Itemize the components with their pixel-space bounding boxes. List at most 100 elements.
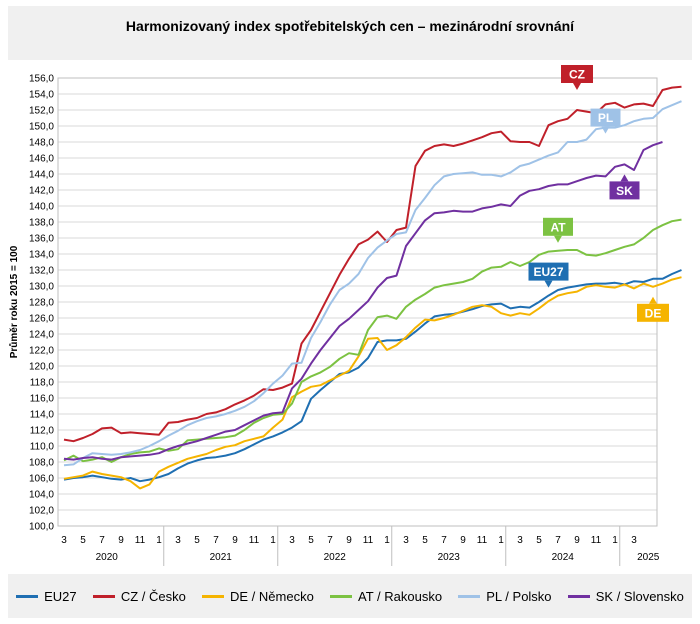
y-tick-label: 130,0: [29, 282, 54, 293]
x-tick-label: 9: [574, 535, 580, 546]
x-tick-label: 1: [156, 535, 162, 546]
y-tick-label: 146,0: [29, 154, 54, 165]
y-tick-label: 156,0: [29, 74, 54, 85]
line-chart: 100,0 102,0 104,0 106,0 108,0 110,0 112,0 114,0…: [8, 65, 682, 566]
x-tick-label: 9: [118, 535, 124, 546]
callout-label: AT: [550, 220, 566, 234]
legend-item-de: DE / Německo: [202, 589, 314, 604]
x-tick-label: 1: [270, 535, 276, 546]
y-tick-label: 142,0: [29, 186, 54, 197]
chart-title: Harmonizovaný index spotřebitelských cen…: [125, 18, 575, 34]
x-tick-label: 7: [213, 535, 219, 546]
callout-pointer: [554, 235, 562, 243]
callout-label: SK: [616, 184, 633, 198]
callout-label: DE: [645, 306, 662, 320]
y-tick-label: 100,0: [29, 522, 54, 533]
legend-item-pl: PL / Polsko: [458, 588, 552, 604]
legend-swatch: [16, 594, 39, 598]
x-tick-label: 3: [175, 535, 181, 546]
x-year-label: 2021: [210, 552, 233, 563]
series-line-0: [63, 269, 682, 483]
legend-swatch: [458, 594, 481, 598]
series-line-2: [63, 276, 682, 490]
legend-label: AT / Rakousko: [358, 588, 443, 604]
series-line-3: [63, 218, 682, 463]
x-tick-label: 11: [249, 535, 260, 546]
y-tick-label: 126,0: [29, 314, 54, 325]
chart-legend: EU27 CZ / Česko DE / Německo AT / Rakous…: [8, 574, 692, 618]
callout-box: [561, 65, 593, 83]
y-tick-label: 122,0: [29, 346, 54, 357]
callout-pointer: [620, 174, 629, 182]
x-tick-label: 3: [289, 535, 295, 546]
x-tick-label: 9: [460, 535, 466, 546]
callout-label: EU27: [533, 265, 563, 279]
y-tick-label: 106,0: [29, 474, 54, 485]
x-tick-label: 7: [555, 535, 561, 546]
x-tick-label: 7: [327, 535, 333, 546]
y-tick-label: 112,0: [30, 426, 55, 437]
x-tick-label: 11: [363, 535, 374, 546]
x-tick-label: 3: [631, 535, 637, 546]
legend-swatch: [202, 594, 225, 598]
x-tick-label: 7: [441, 535, 447, 546]
x-tick-label: 5: [194, 535, 200, 546]
y-tick-label: 150,0: [29, 122, 54, 133]
x-year-label: 2023: [438, 552, 461, 563]
x-tick-label: 1: [612, 535, 618, 546]
y-tick-label: 114,0: [30, 410, 55, 421]
legend-item-sk: SK / Slovensko: [567, 589, 684, 604]
y-tick-label: 152,0: [29, 106, 54, 117]
x-tick-label: 9: [232, 535, 238, 546]
y-tick-label: 124,0: [29, 330, 54, 341]
y-tick-label: 140,0: [29, 202, 54, 213]
y-tick-label: 134,0: [29, 250, 54, 261]
callout-label: CZ: [569, 68, 585, 82]
callout-box: [528, 262, 569, 281]
x-tick-label: 3: [403, 535, 409, 546]
y-tick-label: 138,0: [29, 218, 54, 229]
x-tick-label: 3: [517, 535, 523, 546]
x-tick-label: 3: [61, 535, 67, 546]
x-tick-label: 5: [536, 535, 542, 546]
x-year-label: 2024: [552, 552, 575, 563]
callout-pointer: [601, 126, 610, 134]
callout-box: [543, 217, 573, 236]
x-tick-label: 5: [80, 535, 86, 546]
y-tick-label: 110,0: [30, 442, 55, 453]
y-tick-label: 118,0: [30, 378, 55, 389]
y-axis-label: Průměr roku 2015 = 100: [8, 245, 20, 358]
series-line-5: [63, 141, 663, 461]
callout-box: [609, 181, 640, 200]
series-line-4: [63, 100, 682, 467]
x-tick-label: 1: [498, 535, 504, 546]
callout-box: [637, 303, 669, 322]
legend-label: PL / Polsko: [486, 588, 552, 604]
plot-frame: [57, 77, 658, 527]
x-tick-label: 5: [308, 535, 314, 546]
x-tick-label: 7: [99, 535, 105, 546]
callout-pointer: [544, 280, 553, 288]
y-tick-label: 128,0: [29, 298, 54, 309]
x-year-label: 2025: [637, 552, 660, 563]
legend-label: CZ / Česko: [120, 588, 186, 604]
x-tick-label: 11: [477, 535, 488, 546]
callout-box: [590, 108, 621, 127]
title-box: Harmonizovaný index spotřebitelských cen…: [8, 6, 692, 60]
x-tick-label: 9: [346, 535, 352, 546]
y-tick-label: 132,0: [29, 266, 54, 277]
x-year-label: 2020: [96, 552, 119, 563]
y-tick-label: 116,0: [30, 394, 55, 405]
x-tick-label: 11: [591, 535, 602, 546]
x-year-label: 2022: [324, 552, 347, 563]
y-tick-label: 148,0: [29, 138, 54, 149]
legend-item-at: AT / Rakousko: [330, 589, 442, 604]
legend-label: DE / Německo: [230, 588, 314, 604]
y-tick-label: 154,0: [29, 90, 54, 101]
legend-swatch: [567, 594, 590, 598]
x-tick-label: 5: [422, 535, 428, 546]
legend-item-eu27: EU27: [16, 589, 77, 604]
y-tick-label: 136,0: [29, 234, 54, 245]
y-tick-label: 102,0: [29, 506, 54, 517]
legend-item-cz: CZ / Česko: [92, 588, 186, 604]
